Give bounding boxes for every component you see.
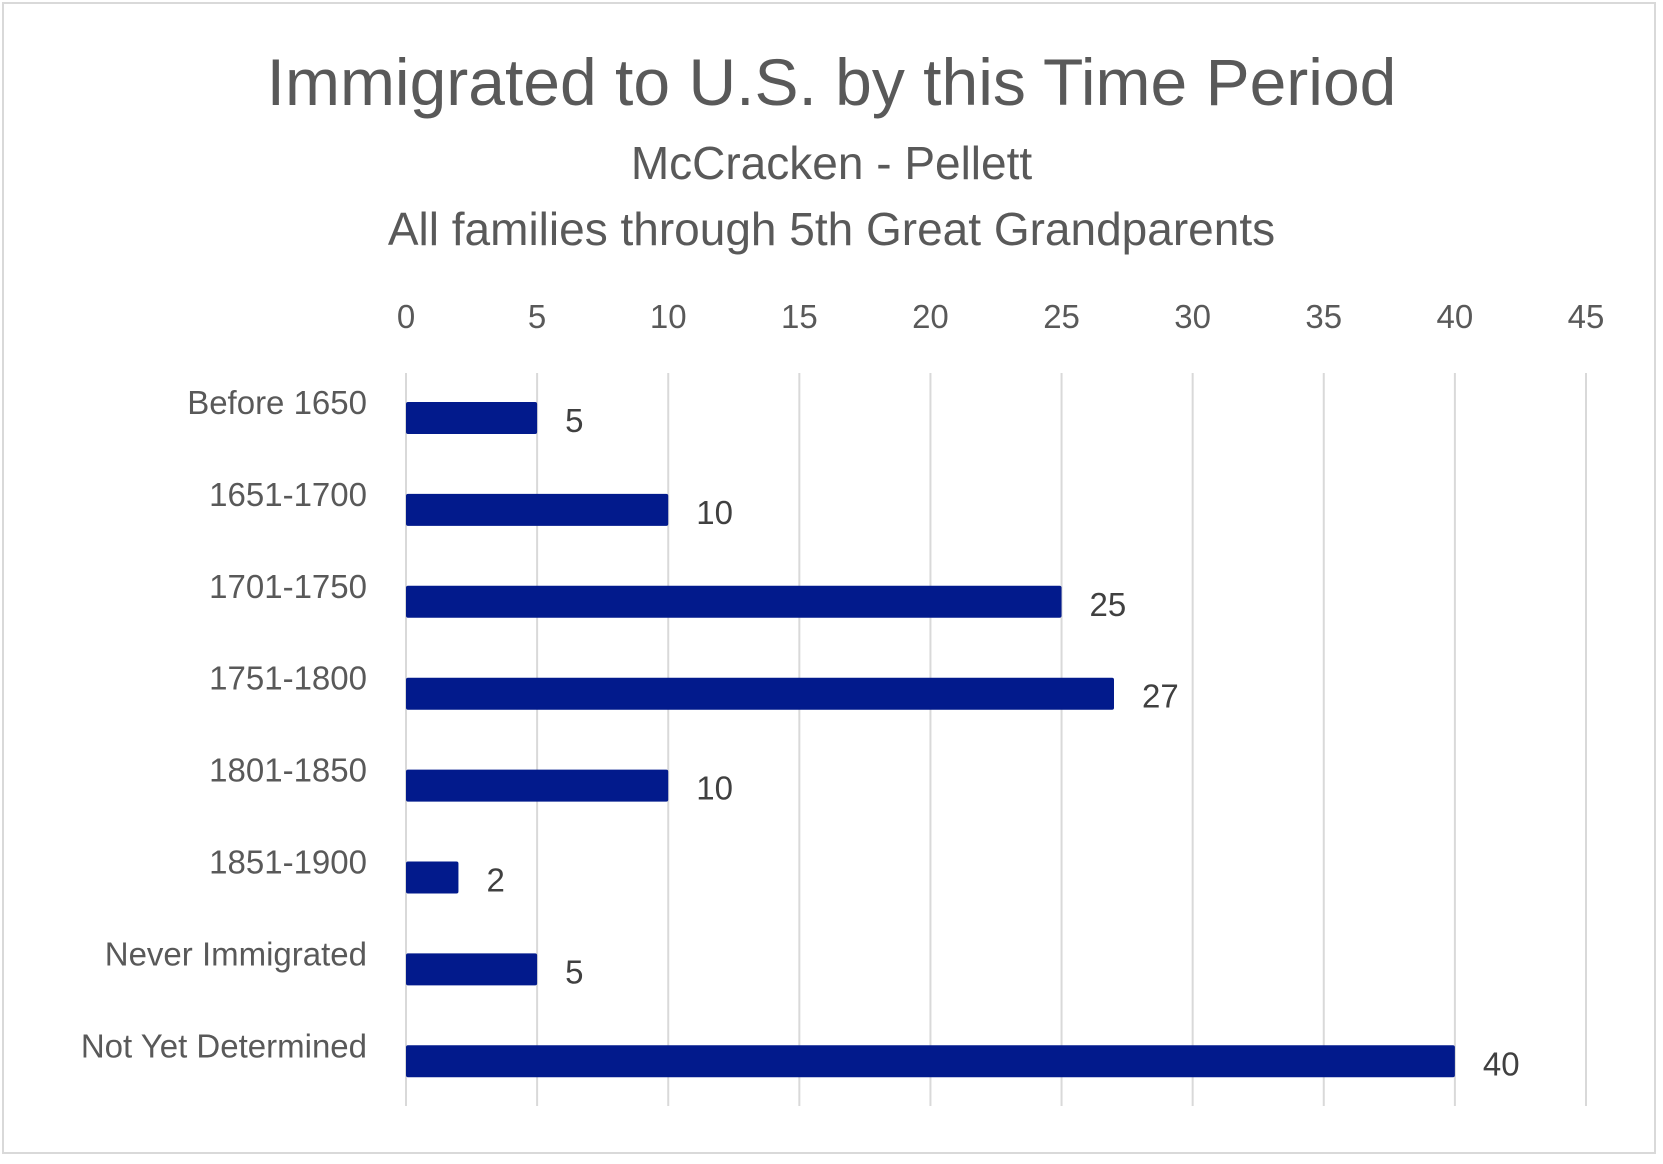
data-label: 2 [486,862,504,899]
data-label: 5 [565,402,583,439]
x-tick-label: 15 [781,298,818,335]
bar [406,402,538,434]
bar [406,585,1062,618]
data-label: 10 [696,494,733,531]
chart-title: Immigrated to U.S. by this Time Period [266,45,1397,119]
bar [406,1045,1455,1078]
x-tick-label: 20 [912,298,949,335]
bar [406,493,669,526]
x-tick-label: 25 [1043,298,1080,335]
data-label: 10 [696,770,733,807]
data-label: 40 [1483,1045,1520,1082]
x-tick-label: 0 [397,298,415,335]
data-label: 5 [565,953,583,990]
category-label: 1701-1750 [209,568,367,605]
category-label: 1651-1700 [209,476,367,513]
x-tick-label: 5 [528,298,546,335]
category-label: Before 1650 [187,384,367,421]
x-tick-label: 45 [1568,298,1605,335]
chart-subtitle-scope: All families through 5th Great Grandpare… [387,203,1276,255]
chart-subtitle-family: McCracken - Pellett [630,137,1033,189]
category-label: Not Yet Determined [81,1027,367,1064]
gridlines [405,373,1587,1106]
x-tick-label: 40 [1437,298,1474,335]
x-tick-label: 30 [1174,298,1211,335]
bar [406,861,459,894]
category-label: 1851-1900 [209,844,367,881]
bars [406,402,1455,1078]
category-axis: Before 1650 1651-1700 1701-1750 1751-1800 18… [81,384,367,1064]
data-label: 25 [1090,586,1127,623]
bar [406,953,538,986]
x-tick-label: 10 [650,298,687,335]
category-label: 1751-1800 [209,660,367,697]
x-axis-ticks: 0 5 10 15 20 25 30 35 40 45 [397,298,1605,335]
category-label: 1801-1850 [209,752,367,789]
x-tick-label: 35 [1305,298,1342,335]
bar [406,769,669,802]
category-label: Never Immigrated [105,935,367,972]
data-label: 27 [1142,678,1179,715]
bar [406,677,1114,710]
